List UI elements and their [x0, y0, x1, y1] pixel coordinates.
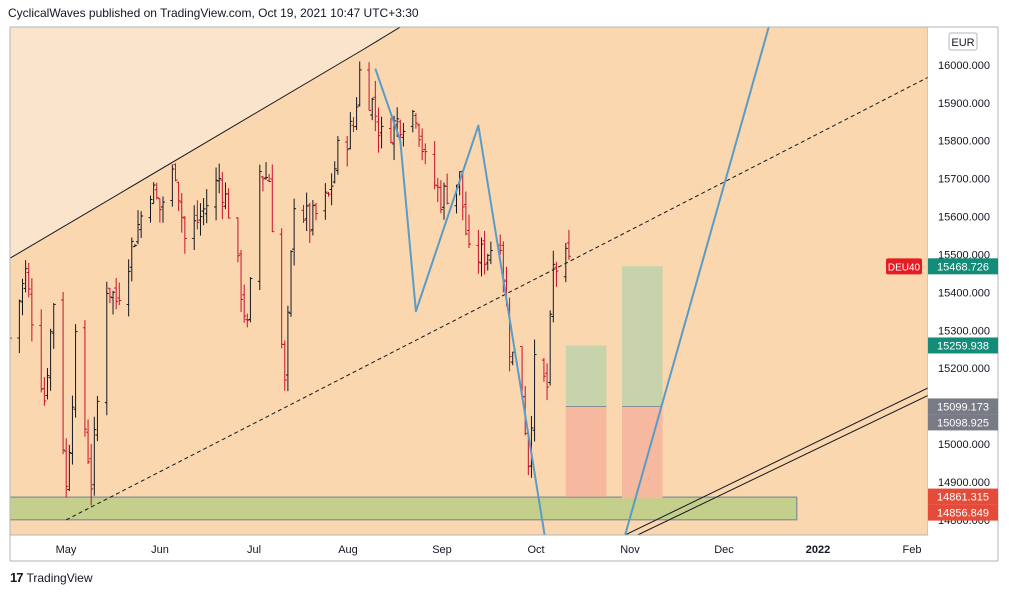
y-tick-label: 15200.000 — [938, 363, 990, 375]
price-badge — [928, 258, 998, 275]
y-tick-label: 15900.000 — [938, 98, 990, 110]
middle-channel-line — [65, 76, 928, 521]
upper-channel-line — [10, 27, 402, 259]
x-tick-label: 2022 — [806, 544, 830, 556]
price-badge-label: 15468.726 — [937, 261, 989, 273]
x-tick-label: Oct — [527, 544, 544, 556]
price-badge-label: 15259.938 — [937, 340, 989, 352]
y-tick-label: 15000.000 — [938, 439, 990, 451]
symbol-badge — [886, 258, 922, 275]
y-tick-label: 15600.000 — [938, 212, 990, 224]
publisher-header: CyclicalWaves published on TradingView.c… — [8, 6, 419, 20]
price-badge — [928, 337, 998, 354]
price-badge-label: 14856.849 — [937, 508, 989, 520]
footer-brand: TradingView — [26, 570, 93, 585]
support-zone — [10, 496, 798, 521]
currency-label: EUR — [951, 37, 974, 49]
projection-line — [624, 27, 770, 535]
x-tick-label: Feb — [903, 544, 922, 556]
x-tick-label: Jul — [247, 544, 261, 556]
wave-path — [374, 68, 546, 535]
y-tick-label: 15800.000 — [938, 136, 990, 148]
price-badge-label: 14861.315 — [937, 492, 989, 504]
y-tick-label: 15700.000 — [938, 174, 990, 186]
y-tick-label: 14900.000 — [938, 477, 990, 489]
x-tick-label: Dec — [714, 544, 734, 556]
y-tick-label: 15300.000 — [938, 325, 990, 337]
x-tick-label: May — [56, 544, 77, 556]
price-badge-label: 15099.173 — [937, 401, 989, 413]
price-badge — [928, 398, 998, 415]
plot-area — [10, 27, 928, 535]
price-badge-label: 15098.925 — [937, 417, 989, 429]
position-stop-zone — [565, 406, 607, 497]
lower-channel-line — [624, 387, 928, 535]
position-target-zone — [565, 345, 607, 407]
symbol-badge-label: DEU40 — [888, 262, 921, 273]
currency-badge — [948, 32, 978, 51]
y-tick-label: 16000.000 — [938, 60, 990, 72]
footer: 17 TradingView — [10, 570, 93, 585]
x-tick-label: Sep — [432, 544, 452, 556]
tradingview-logo-icon: 17 — [10, 570, 24, 585]
price-badge — [928, 504, 998, 521]
x-tick-label: Aug — [338, 544, 358, 556]
x-tick-label: Jun — [151, 544, 169, 556]
position-stop-zone — [622, 406, 663, 499]
price-badge — [928, 488, 998, 505]
price-axis-bg — [928, 27, 998, 535]
y-tick-label: 15400.000 — [938, 287, 990, 299]
position-target-zone — [622, 266, 663, 407]
x-tick-label: Nov — [620, 544, 640, 556]
price-badge — [928, 414, 998, 431]
upper-channel-shade — [10, 27, 928, 259]
lower-channel-line — [637, 394, 928, 535]
